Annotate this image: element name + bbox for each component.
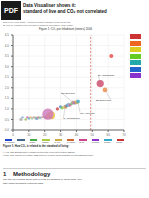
svg-text:4.0: 4.0 — [8, 44, 9, 48]
html-text:Data Visualiser shows it:: Data Visualiser shows it: — [23, 3, 76, 8]
svg-text:1.0: 1.0 — [8, 107, 9, 111]
svg-text:EU Europes: EU Europes — [61, 92, 75, 95]
svg-text:60: 60 — [106, 133, 110, 137]
svg-text:0.5: 0.5 — [8, 118, 9, 122]
svg-text:BR Braziliens: BR Braziliens — [96, 99, 112, 102]
html-text:PDF: PDF — [4, 7, 18, 14]
html-text:El Afghanistan: El Afghanistan — [5, 141, 15, 143]
html-text:Figure 1: CO₂ per Inhabitant (: Figure 1: CO₂ per Inhabitant (tonnes) 20… — [39, 27, 92, 31]
html-text:El Oceania: El Oceania — [91, 141, 100, 143]
svg-text:0: 0 — [12, 133, 14, 137]
html-text:El Brazil: El Brazil — [29, 141, 36, 143]
svg-text:2.0: 2.0 — [8, 86, 9, 90]
svg-text:0.0: 0.0 — [8, 128, 9, 132]
svg-text:70: 70 — [122, 133, 126, 137]
html-text:2010-01-17, 17:11 pages – elec: 2010-01-17, 17:11 pages – electronic for… — [3, 21, 71, 23]
svg-text:US Americas: US Americas — [80, 112, 95, 115]
svg-text:2.5: 2.5 — [8, 75, 9, 79]
svg-text:40: 40 — [75, 133, 79, 137]
html-text:The tool for creating these ki: The tool for creating these kind of plot… — [3, 178, 83, 181]
html-text:y-Axis: CO₂-Emissions per Capi: y-Axis: CO₂-Emissions per Capita (metric… — [3, 150, 75, 153]
html-text:El Asia: El Asia — [79, 141, 84, 143]
html-text:http://www.worldbank.org/node/: http://www.worldbank.org/node/6281 — [3, 182, 44, 185]
html-text:1 Methodology: 1 Methodology — [3, 170, 51, 177]
html-text:El Russia: El Russia — [104, 141, 111, 143]
html-text:El Qatar: El Qatar — [116, 141, 123, 143]
html-text:standard of live and CO₂ not c: standard of live and CO₂ not correlated — [23, 9, 107, 14]
html-text:El Africa: El Africa — [54, 141, 61, 143]
html-text:By Prof. Dr. Wolfgang Feist, U: By Prof. Dr. Wolfgang Feist, University … — [3, 23, 73, 26]
html-text:El Europe: El Europe — [42, 141, 49, 143]
svg-text:10: 10 — [27, 133, 31, 137]
html-text:El Americas: El Americas — [67, 141, 75, 143]
svg-text:30: 30 — [59, 133, 63, 137]
svg-text:4.5: 4.5 — [8, 33, 9, 37]
html-text:Figure 1: How CO₂ is related t: Figure 1: How CO₂ is related to the stan… — [3, 145, 69, 148]
svg-text:El Afghanistan: El Afghanistan — [98, 74, 115, 77]
svg-text:50: 50 — [91, 133, 95, 137]
html-text:x-axis: GNI (income per capita: x-axis: GNI (income per capita, USD-PPP-… — [3, 153, 94, 156]
svg-text:ZA Southafrica: ZA Southafrica — [63, 117, 80, 120]
svg-text:3.0: 3.0 — [8, 65, 9, 69]
svg-text:20: 20 — [43, 133, 47, 137]
svg-text:3.5: 3.5 — [8, 54, 9, 58]
svg-text:1.5: 1.5 — [8, 96, 9, 100]
